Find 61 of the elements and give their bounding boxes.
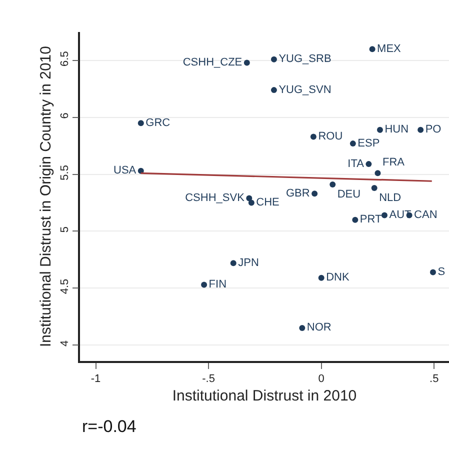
series-label: ESP (358, 137, 380, 150)
series-label: ITA (348, 158, 365, 170)
text: r=-0.04 (82, 417, 136, 436)
point (330, 182, 336, 188)
point (418, 126, 424, 133)
point (270, 87, 277, 94)
series-label: YUG_SRB (278, 53, 332, 66)
point (350, 140, 356, 147)
x-axis-title: Institutional Distrust in 2010 (172, 387, 357, 404)
series-label: ROU (318, 130, 343, 142)
series-label: CHE (256, 196, 280, 209)
y-tick-label: 6.5 (58, 51, 71, 66)
y-tick-label: 5.5 (58, 165, 71, 180)
point (374, 170, 381, 176)
point (201, 282, 208, 288)
y-tick-label: 4.5 (58, 278, 71, 294)
series-label: CSHH_CZE (182, 56, 242, 68)
point (376, 126, 383, 133)
x-tick-label: -1 (90, 372, 101, 385)
series-label: HUN (384, 124, 409, 136)
series-label: USA (114, 164, 137, 177)
point (310, 134, 316, 140)
series-label: GBR (286, 187, 310, 200)
y-tick-label: 6 (58, 112, 71, 119)
point (230, 260, 236, 266)
point (299, 324, 306, 331)
point (381, 212, 388, 218)
series-label: FRA (382, 156, 406, 169)
series-label: PRT (360, 214, 382, 226)
point (371, 184, 378, 191)
point (248, 200, 254, 206)
series-label: JPN (238, 256, 259, 269)
series-label: S (438, 266, 446, 278)
series-label: NLD (379, 192, 402, 204)
point (352, 216, 358, 223)
series-label: CAN (414, 209, 438, 222)
y-tick-label: 5 (58, 226, 71, 233)
y-axis-title: Institutional Distrust in Origin Country in 2010 (38, 46, 55, 347)
series-label: DEU (337, 188, 361, 201)
y-tick-label: 4 (58, 340, 71, 346)
point (430, 269, 436, 276)
series-label: DNK (326, 272, 350, 284)
series-label: MEX (377, 42, 402, 55)
point (270, 56, 277, 62)
series-label: NOR (306, 322, 332, 334)
x-tick-label: -.5 (202, 372, 215, 385)
point (318, 274, 324, 281)
point (246, 195, 252, 202)
point (312, 190, 318, 197)
point (366, 161, 372, 168)
series-label: YUG_SVN (278, 84, 332, 96)
series-label: CSHH_SVK (185, 192, 246, 204)
x-tick-label: .5 (430, 372, 439, 385)
series-label: GRC (146, 116, 170, 129)
point (138, 120, 144, 126)
series-label: FIN (208, 278, 227, 290)
series-label: PO (425, 124, 442, 136)
x-tick-label: 0 (318, 372, 324, 385)
point (244, 60, 250, 66)
point (138, 168, 144, 174)
point (369, 46, 376, 52)
